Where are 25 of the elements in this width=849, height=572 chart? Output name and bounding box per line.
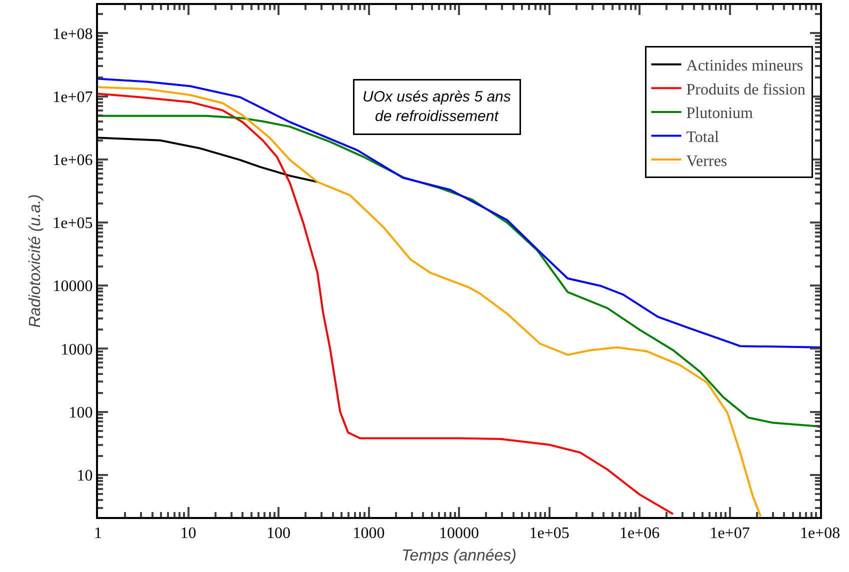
legend-label: Plutonium bbox=[686, 105, 754, 122]
x-tick-label: 10 bbox=[180, 525, 196, 542]
y-tick-label: 1e+08 bbox=[52, 26, 93, 43]
x-tick-label: 1e+08 bbox=[800, 525, 840, 542]
x-tick-label: 10000 bbox=[439, 525, 479, 542]
legend-label: Total bbox=[686, 129, 720, 146]
y-tick-label: 100 bbox=[68, 404, 93, 422]
y-tick-label: 1e+07 bbox=[52, 88, 93, 106]
y-tick-label: 1e+06 bbox=[52, 152, 93, 169]
legend-label: Produits de fission bbox=[686, 81, 806, 98]
x-tick-label: 1000 bbox=[352, 525, 385, 542]
x-tick-label: 1e+05 bbox=[529, 525, 570, 542]
x-tick-label: 1e+06 bbox=[619, 525, 660, 542]
x-tick-label: 100 bbox=[266, 525, 290, 542]
annotation: UOx usés après 5 ans de refroidissement bbox=[362, 88, 512, 125]
y-axis-title: Radiotoxicité (u.a.) bbox=[27, 194, 44, 328]
y-tick-label: 10000 bbox=[52, 278, 93, 296]
legend-label: Verres bbox=[686, 152, 728, 170]
y-tick-label: 1000 bbox=[60, 341, 93, 358]
x-tick-label: 1 bbox=[94, 525, 102, 542]
y-tick-label: 1e+05 bbox=[52, 215, 93, 232]
x-axis-title: Temps (années) bbox=[401, 547, 517, 564]
y-tick-label: 10 bbox=[76, 467, 93, 484]
x-tick-label: 1e+07 bbox=[710, 525, 750, 542]
legend-label: Actinides mineurs bbox=[686, 58, 804, 75]
